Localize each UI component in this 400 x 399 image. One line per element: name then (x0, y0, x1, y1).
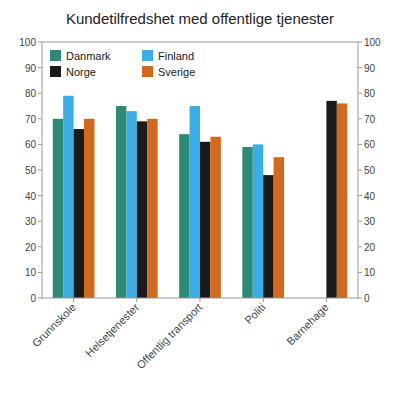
y-tick (38, 298, 42, 299)
y2-tick (358, 42, 362, 43)
y2-tick (358, 195, 362, 196)
legend-label: Norge (66, 66, 96, 78)
y-tick (38, 221, 42, 222)
y-tick (38, 170, 42, 171)
y2-tick-label: 30 (364, 216, 376, 227)
bar (53, 119, 63, 298)
y2-tick-label: 70 (364, 114, 376, 125)
bar (84, 119, 94, 298)
bar (326, 101, 336, 298)
y-tick-label: 90 (25, 63, 37, 74)
x-tick-label: Offentlig transport (134, 301, 204, 371)
chart: Kundetilfredshet med offentlige tjeneste… (0, 0, 400, 399)
y2-tick (358, 298, 362, 299)
legend-label: Sverige (158, 66, 195, 78)
x-tick-label: Grunnskole (30, 301, 78, 349)
y2-tick-label: 10 (364, 267, 376, 278)
y2-tick-label: 50 (364, 165, 376, 176)
x-tick (263, 298, 264, 302)
y-tick-label: 0 (30, 293, 36, 304)
y2-tick (358, 272, 362, 273)
legend-swatch (142, 66, 153, 77)
y2-tick (358, 170, 362, 171)
bar (200, 142, 210, 298)
legend: Danmark Finland Norge Sverige (50, 50, 195, 78)
legend-label: Finland (158, 50, 194, 62)
y2-tick-label: 80 (364, 88, 376, 99)
y-tick (38, 272, 42, 273)
bar (74, 129, 84, 298)
y2-tick-label: 20 (364, 242, 376, 253)
y-tick-label: 50 (25, 165, 37, 176)
y-tick-label: 30 (25, 216, 37, 227)
bar (190, 106, 200, 298)
title: Kundetilfredshet med offentlige tjeneste… (66, 10, 334, 27)
bar (274, 157, 284, 298)
x-tick-label: Helsetjenester (83, 301, 141, 359)
y-tick-label: 60 (25, 139, 37, 150)
y-tick (38, 195, 42, 196)
bar (63, 96, 73, 298)
y-tick (38, 67, 42, 68)
y-tick-label: 100 (19, 37, 36, 48)
x-tick (73, 298, 74, 302)
y-tick-label: 10 (25, 267, 37, 278)
y2-tick-label: 0 (364, 293, 370, 304)
y2-tick-label: 100 (364, 37, 381, 48)
y-tick (38, 93, 42, 94)
bars (53, 96, 348, 298)
y2-tick (358, 93, 362, 94)
bar (242, 147, 252, 298)
y-tick-label: 80 (25, 88, 37, 99)
y2-tick-label: 40 (364, 191, 376, 202)
bar (337, 103, 347, 298)
y-tick-label: 70 (25, 114, 37, 125)
y2-tick (358, 118, 362, 119)
x-tick (136, 298, 137, 302)
legend-swatch (50, 66, 61, 77)
x-tick (200, 298, 201, 302)
legend-swatch (50, 50, 61, 61)
bar (116, 106, 126, 298)
y-tick (38, 118, 42, 119)
x-tick-label: Politi (242, 301, 267, 326)
y-tick (38, 144, 42, 145)
legend-label: Danmark (66, 50, 111, 62)
bar (210, 137, 220, 298)
x-tick (326, 298, 327, 302)
bar (137, 121, 147, 298)
y2-tick (358, 221, 362, 222)
bar (147, 119, 157, 298)
y2-tick (358, 67, 362, 68)
plot-frame (42, 42, 358, 298)
bar (253, 144, 263, 298)
y-tick-label: 20 (25, 242, 37, 253)
y-tick (38, 42, 42, 43)
bar (179, 134, 189, 298)
y-tick (38, 246, 42, 247)
bar (126, 111, 136, 298)
bar (263, 175, 273, 298)
y2-tick-label: 60 (364, 139, 376, 150)
y2-tick (358, 144, 362, 145)
y2-tick (358, 246, 362, 247)
y2-tick-label: 90 (364, 63, 376, 74)
x-tick-label: Barnehage (284, 301, 331, 348)
legend-swatch (142, 50, 153, 61)
y-tick-label: 40 (25, 191, 37, 202)
